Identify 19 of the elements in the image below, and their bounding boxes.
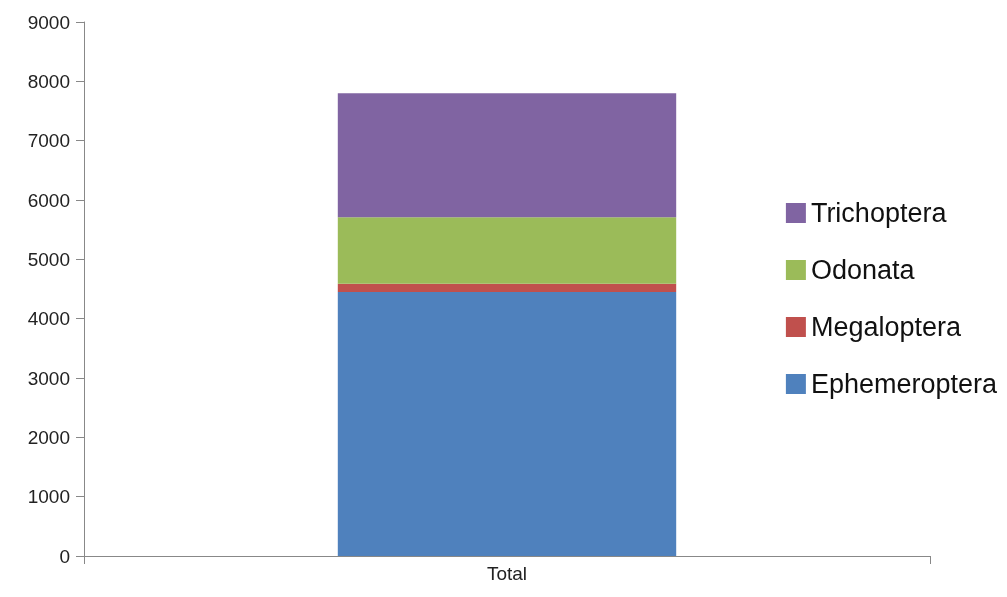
bar: [337, 291, 677, 556]
y-tick-label: 2000: [27, 426, 70, 448]
y-tick-label: 4000: [27, 308, 70, 330]
bar: [337, 93, 677, 218]
legend-label: Megaloptera: [810, 312, 962, 342]
legend-label: Trichoptera: [810, 198, 948, 228]
bar: [337, 217, 677, 284]
x-tick-label: Total: [486, 563, 528, 584]
y-tick-label: 9000: [27, 11, 70, 33]
legend-label: Odonata: [810, 255, 916, 285]
bar: [337, 283, 677, 292]
y-tick-label: 7000: [27, 130, 70, 152]
y-tick-label: 0: [59, 545, 70, 567]
y-tick-label: 6000: [27, 189, 70, 211]
y-tick-label: 5000: [27, 248, 70, 270]
legend-label: Ephemeroptera: [810, 369, 998, 399]
y-tick-label: 3000: [27, 367, 70, 389]
y-tick-label: 8000: [27, 70, 70, 92]
y-tick-label: 1000: [27, 486, 70, 508]
